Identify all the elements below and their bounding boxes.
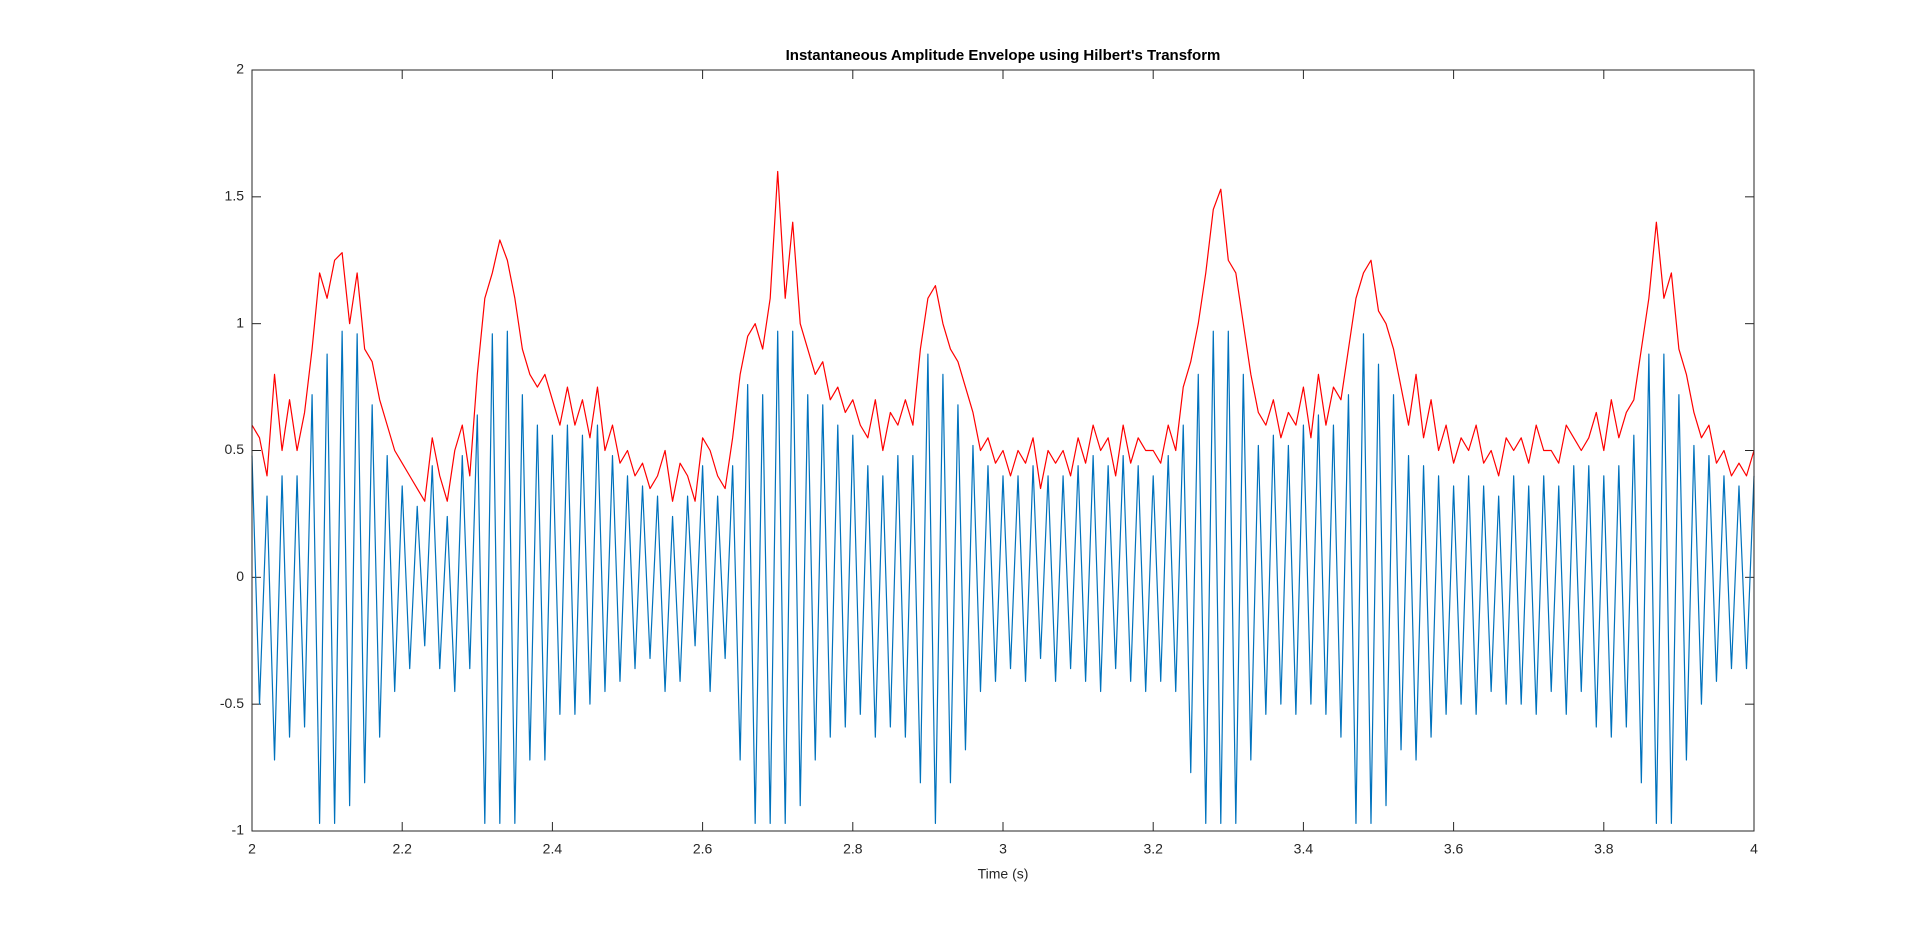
x-tick-label: 3 [999, 841, 1007, 857]
y-tick-label: -0.5 [220, 695, 244, 711]
series-line [251, 170, 1755, 502]
x-tick-label: 2.6 [693, 841, 713, 857]
x-tick-label: 2.2 [392, 841, 412, 857]
x-tick-label: 3.4 [1294, 841, 1314, 857]
x-tick-label: 3.6 [1444, 841, 1464, 857]
plot-frame [251, 69, 1755, 832]
y-tick-label: 2 [236, 61, 244, 77]
x-axis-label: Time (s) [978, 866, 1029, 882]
x-tick-label: 2.4 [543, 841, 563, 857]
x-tick-label: 4 [1750, 841, 1758, 857]
x-tick-label: 3.2 [1143, 841, 1163, 857]
y-tick-label: 0 [236, 568, 244, 584]
x-tick-label: 3.8 [1594, 841, 1614, 857]
y-tick-label: -1 [232, 822, 245, 838]
x-tick-label: 2.8 [843, 841, 863, 857]
y-tick-label: 0.5 [225, 441, 245, 457]
y-tick-label: 1.5 [225, 188, 245, 204]
x-tick-label: 2 [248, 841, 256, 857]
series-line [251, 330, 1755, 824]
y-tick-label: 1 [236, 314, 244, 330]
chart-title: Instantaneous Amplitude Envelope using H… [786, 47, 1221, 64]
